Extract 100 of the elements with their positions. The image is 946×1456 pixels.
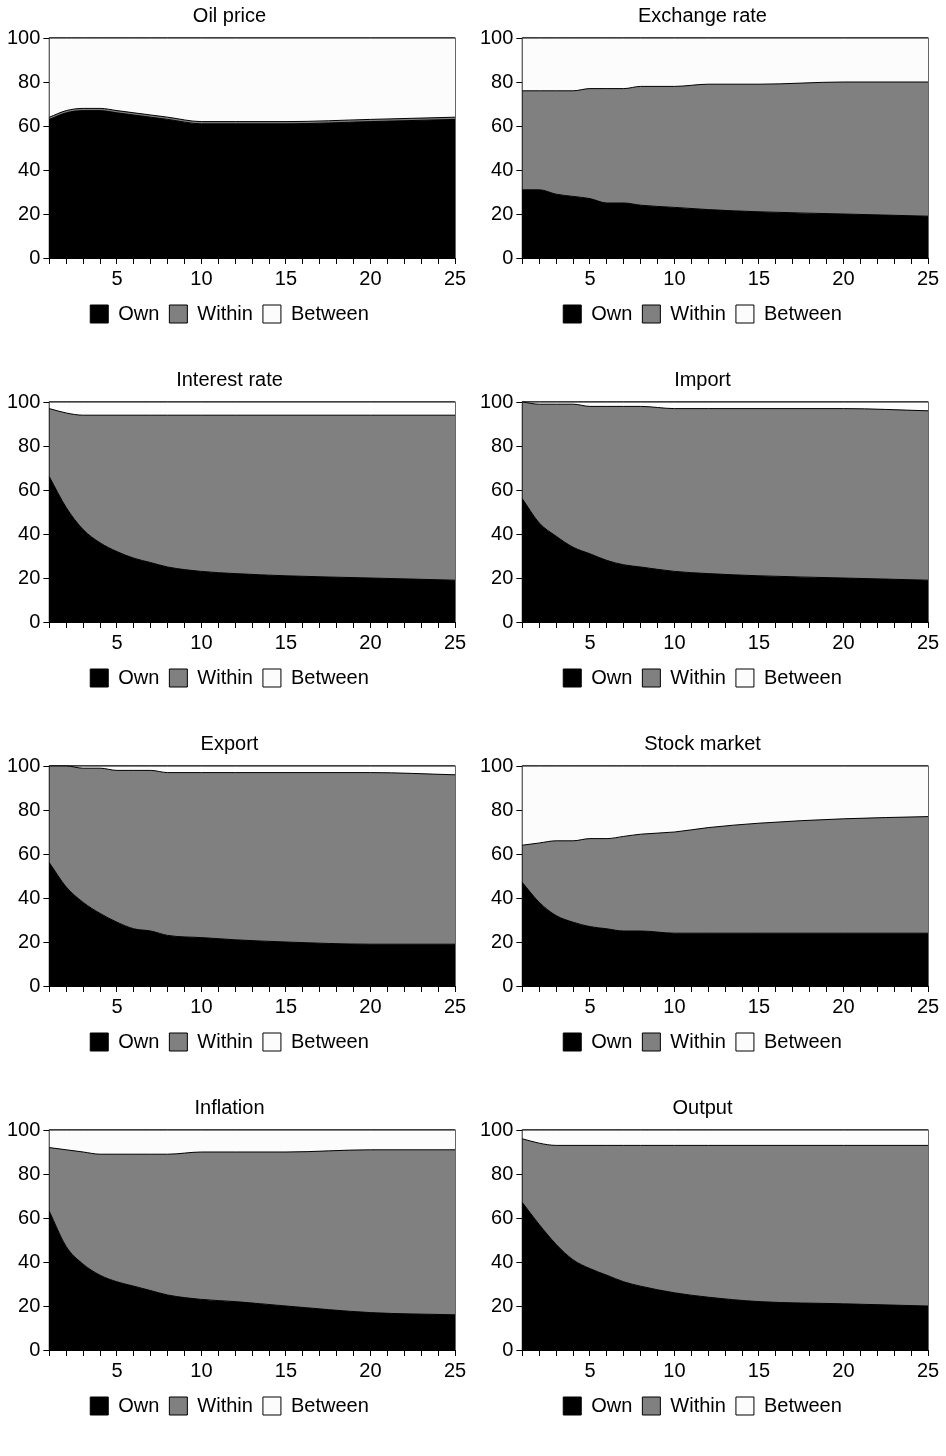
legend-label: Within (197, 665, 253, 688)
legend-label: Between (763, 301, 842, 324)
chart-title: Stock market (644, 731, 762, 754)
x-tick-label: 25 (916, 994, 940, 1017)
legend-label: Own (591, 1393, 633, 1416)
legend-label: Own (118, 1029, 160, 1052)
y-tick-label: 20 (491, 929, 514, 952)
x-tick-label: 15 (747, 994, 771, 1017)
legend-label: Within (670, 1393, 726, 1416)
legend-label: Within (670, 301, 726, 324)
y-tick-label: 80 (491, 69, 514, 92)
legend-label: Own (118, 665, 160, 688)
y-tick-label: 60 (18, 113, 41, 136)
x-tick-label: 10 (663, 1358, 686, 1381)
x-tick-label: 25 (443, 266, 467, 289)
legend-label: Within (670, 1029, 726, 1052)
legend-label: Own (591, 301, 633, 324)
x-tick-label: 15 (747, 1358, 771, 1381)
legend-label: Within (197, 1029, 253, 1052)
chart-title: Output (672, 1095, 733, 1118)
x-tick-label: 20 (359, 994, 382, 1017)
y-tick-label: 60 (491, 477, 514, 500)
x-tick-label: 20 (832, 266, 855, 289)
y-tick-label: 60 (491, 1205, 514, 1228)
chart-title: Oil price (192, 3, 267, 26)
legend-label: Between (290, 301, 369, 324)
y-tick-label: 100 (479, 25, 514, 48)
y-tick-label: 60 (491, 841, 514, 864)
y-tick-label: 60 (18, 477, 41, 500)
y-tick-label: 0 (502, 973, 514, 996)
legend-label: Own (118, 1393, 160, 1416)
legend-label: Between (763, 665, 842, 688)
y-tick-label: 100 (6, 389, 41, 412)
x-tick-label: 10 (190, 630, 213, 653)
chart-title: Import (674, 367, 732, 390)
y-tick-label: 100 (479, 389, 514, 412)
chart-title: Interest rate (176, 367, 283, 390)
x-tick-label: 5 (584, 630, 596, 653)
x-tick-label: 25 (916, 1358, 940, 1381)
legend-label: Within (670, 665, 726, 688)
y-tick-label: 60 (491, 113, 514, 136)
y-tick-label: 0 (29, 1337, 41, 1360)
x-tick-label: 25 (443, 994, 467, 1017)
x-tick-label: 20 (359, 630, 382, 653)
x-tick-label: 25 (443, 630, 467, 653)
x-tick-label: 10 (663, 994, 686, 1017)
x-tick-label: 10 (190, 266, 213, 289)
x-tick-label: 5 (111, 630, 123, 653)
x-tick-label: 25 (443, 1358, 467, 1381)
y-tick-label: 80 (491, 797, 514, 820)
y-tick-label: 40 (18, 885, 41, 908)
legend-label: Between (290, 1393, 369, 1416)
y-tick-label: 80 (18, 797, 41, 820)
y-tick-label: 20 (18, 565, 41, 588)
y-tick-label: 100 (6, 25, 41, 48)
y-tick-label: 100 (479, 1117, 514, 1140)
x-tick-label: 15 (747, 630, 771, 653)
x-tick-label: 5 (111, 1358, 123, 1381)
chart-title: Inflation (194, 1095, 265, 1118)
chart-title: Exchange rate (638, 3, 767, 26)
legend-label: Between (290, 665, 369, 688)
y-tick-label: 20 (18, 201, 41, 224)
y-tick-label: 40 (491, 157, 514, 180)
y-tick-label: 80 (18, 1161, 41, 1184)
x-tick-label: 5 (584, 994, 596, 1017)
y-tick-label: 40 (18, 1249, 41, 1272)
x-tick-label: 20 (832, 994, 855, 1017)
y-tick-label: 0 (29, 973, 41, 996)
x-tick-label: 5 (584, 266, 596, 289)
x-tick-label: 15 (274, 1358, 298, 1381)
x-tick-label: 15 (747, 266, 771, 289)
legend-label: Between (290, 1029, 369, 1052)
y-tick-label: 40 (491, 885, 514, 908)
y-tick-label: 40 (18, 521, 41, 544)
legend-label: Own (591, 1029, 633, 1052)
x-tick-label: 25 (916, 266, 940, 289)
legend-label: Within (197, 1393, 253, 1416)
y-tick-label: 60 (18, 841, 41, 864)
x-tick-label: 25 (916, 630, 940, 653)
x-tick-label: 10 (190, 994, 213, 1017)
x-tick-label: 5 (111, 994, 123, 1017)
legend-label: Between (763, 1393, 842, 1416)
y-tick-label: 0 (502, 245, 514, 268)
legend-label: Within (197, 301, 253, 324)
y-tick-label: 20 (491, 565, 514, 588)
x-tick-label: 5 (584, 1358, 596, 1381)
x-tick-label: 20 (359, 1358, 382, 1381)
y-tick-label: 20 (18, 1293, 41, 1316)
x-tick-label: 5 (111, 266, 123, 289)
y-tick-label: 40 (18, 157, 41, 180)
chart-title: Export (200, 731, 259, 754)
x-tick-label: 15 (274, 266, 298, 289)
y-tick-label: 80 (18, 69, 41, 92)
y-tick-label: 80 (491, 1161, 514, 1184)
x-tick-label: 15 (274, 630, 298, 653)
x-tick-label: 10 (663, 630, 686, 653)
y-tick-label: 80 (491, 433, 514, 456)
y-tick-label: 100 (6, 753, 41, 776)
y-tick-label: 100 (479, 753, 514, 776)
x-tick-label: 10 (190, 1358, 213, 1381)
